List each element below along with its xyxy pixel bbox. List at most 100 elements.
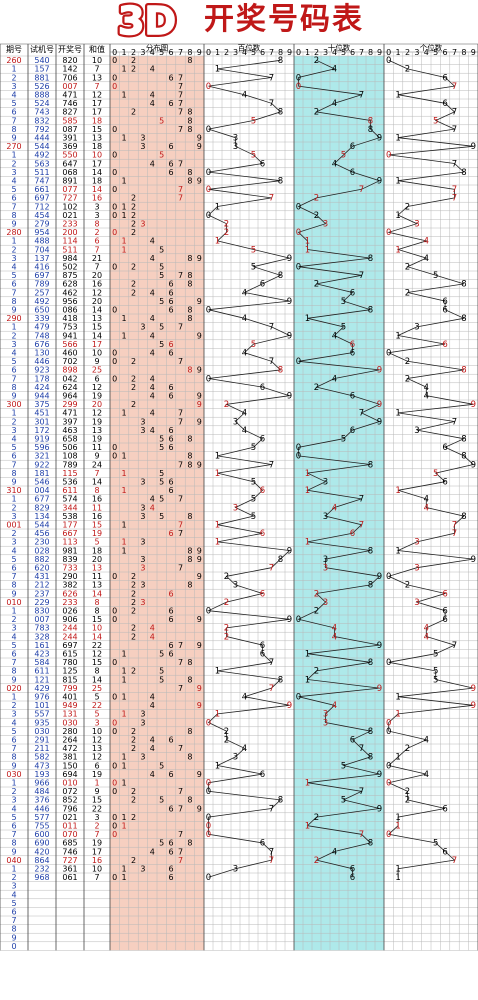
distribution-digit-mark: 6 <box>169 142 174 151</box>
issue-cell: 290 <box>6 314 21 323</box>
tens-digit-mark: 8 <box>368 839 373 849</box>
sum-cell: 8 <box>94 598 99 607</box>
digit-header: 6 <box>169 48 174 57</box>
units-digit-mark: 7 <box>452 185 457 195</box>
distribution-digit-mark: 2 <box>131 856 136 865</box>
distribution-digit-mark: 1 <box>122 211 127 220</box>
distribution-digit-mark: 0 <box>112 125 117 134</box>
sum-cell: 3 <box>94 718 99 727</box>
trial-number-cell: 130 <box>34 349 49 358</box>
units-digit-mark: 5 <box>433 469 438 479</box>
issue-cell: 3 <box>11 340 16 349</box>
tens-digit-mark: 2 <box>314 383 319 393</box>
draw-number-cell: 233 <box>62 220 77 229</box>
units-digit-mark: 2 <box>405 202 410 212</box>
tens-digit-mark: 8 <box>368 658 373 668</box>
units-digit-mark: 7 <box>452 108 457 118</box>
distribution-digit-mark: 9 <box>197 460 202 469</box>
tens-digit-mark: 0 <box>296 202 301 212</box>
hundreds-digit-mark: 3 <box>233 417 238 427</box>
draw-number-cell: 964 <box>62 392 77 401</box>
draw-number-cell: 667 <box>62 529 77 538</box>
tens-digit-mark: 7 <box>359 409 364 419</box>
distribution-digit-mark: 9 <box>197 417 202 426</box>
draw-number-cell: 697 <box>62 641 77 650</box>
trial-number-cell: 829 <box>34 503 49 512</box>
hundreds-digit-mark: 8 <box>278 271 283 281</box>
digit-header: 8 <box>278 48 283 57</box>
sum-cell: 16 <box>92 856 102 865</box>
distribution-digit-mark: 5 <box>159 151 164 160</box>
trial-number-cell: 584 <box>34 658 49 667</box>
hundreds-digit-mark: 3 <box>233 142 238 152</box>
hundreds-digit-mark: 1 <box>215 452 220 462</box>
trial-number-cell: 557 <box>34 710 49 719</box>
sum-cell: 8 <box>94 667 99 676</box>
distribution-digit-mark: 6 <box>169 280 174 289</box>
draw-number-cell: 727 <box>62 194 77 203</box>
sum-cell: 15 <box>92 521 102 530</box>
digit-header: 6 <box>260 48 265 57</box>
draw-number-cell: 068 <box>62 168 77 177</box>
units-digit-mark: 1 <box>395 245 400 255</box>
draw-number-cell: 746 <box>62 99 77 108</box>
tens-digit-mark: 5 <box>341 435 346 445</box>
issue-cell: 6 <box>11 736 16 745</box>
hundreds-digit-mark: 7 <box>269 658 274 668</box>
trial-number-cell: 919 <box>34 435 49 444</box>
units-digit-mark: 1 <box>395 486 400 496</box>
units-digit-mark: 8 <box>461 314 466 324</box>
distribution-digit-mark: 3 <box>140 323 145 332</box>
digit-header: 9 <box>287 48 292 57</box>
issue-cell: 270 <box>6 142 21 151</box>
hundreds-digit-mark: 7 <box>269 194 274 204</box>
tens-digit-mark: 6 <box>350 426 355 436</box>
distribution-digit-mark: 8 <box>187 177 192 186</box>
draw-number-cell: 796 <box>62 804 77 813</box>
sum-cell: 10 <box>92 151 102 160</box>
trial-number-cell: 704 <box>34 245 49 254</box>
distribution-digit-mark: 9 <box>197 254 202 263</box>
distribution-digit-mark: 6 <box>169 392 174 401</box>
units-digit-mark: 5 <box>433 116 438 126</box>
units-digit-mark: 7 <box>452 417 457 427</box>
trial-number-cell: 789 <box>34 280 49 289</box>
hundreds-digit-mark: 0 <box>206 718 211 728</box>
digit-header: 3 <box>414 48 419 57</box>
digit-header: 7 <box>269 48 274 57</box>
sum-cell: 10 <box>92 865 102 874</box>
sum-cell: 17 <box>92 108 102 117</box>
distribution-digit-mark: 4 <box>150 99 155 108</box>
distribution-digit-mark: 7 <box>178 641 183 650</box>
tens-digit-mark: 4 <box>332 374 337 384</box>
distribution-digit-mark: 4 <box>150 374 155 383</box>
hundreds-digit-mark: 2 <box>224 572 229 582</box>
hundreds-digit-mark: 2 <box>224 598 229 608</box>
tens-digit-mark: 3 <box>323 598 328 608</box>
sum-cell: 12 <box>92 383 102 392</box>
issue-cell: 6 <box>11 650 16 659</box>
trial-number-cell: 431 <box>34 572 49 581</box>
issue-cell: 3 <box>11 512 16 521</box>
distribution-digit-mark: 8 <box>187 796 192 805</box>
distribution-digit-mark: 6 <box>169 486 174 495</box>
distribution-digit-mark: 8 <box>187 116 192 125</box>
hundreds-digit-mark: 4 <box>242 91 247 101</box>
tens-digit-mark: 8 <box>368 306 373 316</box>
draw-number-cell: 177 <box>62 521 77 530</box>
sum-cell: 24 <box>92 460 102 469</box>
units-digit-mark: 1 <box>395 710 400 720</box>
distribution-digit-mark: 2 <box>131 56 136 65</box>
sum-cell: 10 <box>92 624 102 633</box>
distribution-digit-mark: 0 <box>112 349 117 358</box>
draw-number-cell: 827 <box>62 108 77 117</box>
tens-digit-mark: 0 <box>296 443 301 453</box>
distribution-digit-mark: 2 <box>131 796 136 805</box>
draw-number-cell: 906 <box>62 615 77 624</box>
tens-digit-mark: 3 <box>323 512 328 522</box>
distribution-digit-mark: 2 <box>131 202 136 211</box>
issue-cell: 9 <box>11 220 16 229</box>
issue-cell: 7 <box>11 202 16 211</box>
draw-number-cell: 244 <box>62 632 77 641</box>
tens-digit-mark: 2 <box>314 856 319 866</box>
